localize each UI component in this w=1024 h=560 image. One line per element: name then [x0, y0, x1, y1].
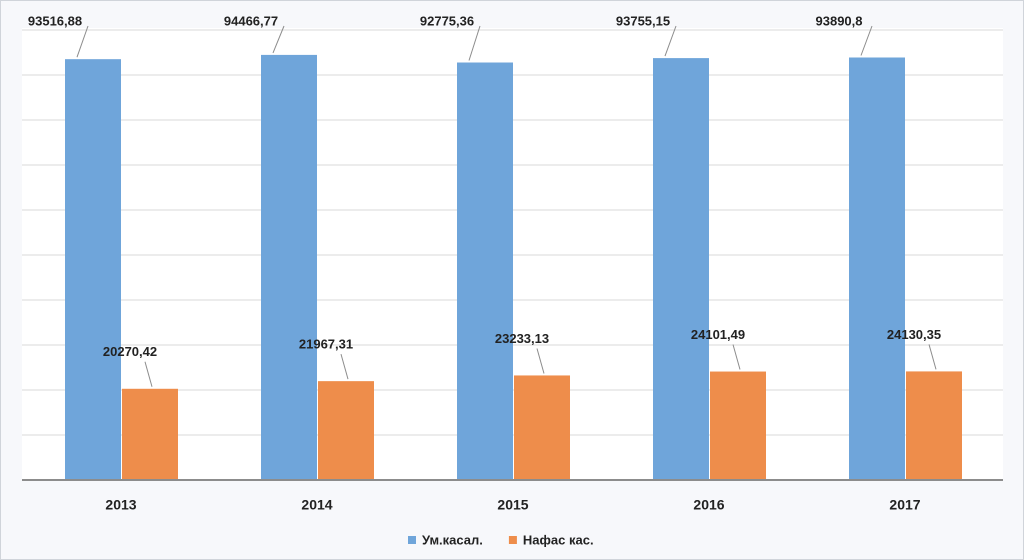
bar [710, 371, 766, 480]
data-label: 92775,36 [420, 13, 474, 28]
data-label: 93890,8 [816, 13, 863, 28]
leader-line [928, 344, 937, 370]
leader-line [536, 348, 545, 374]
leader-line [76, 25, 89, 58]
leader-line [664, 25, 677, 57]
leader-line [144, 361, 153, 387]
bar [318, 381, 374, 480]
bar [653, 58, 709, 480]
data-label: 20270,42 [103, 344, 157, 359]
leader-line [468, 25, 481, 61]
x-tick-label: 2015 [497, 497, 528, 513]
x-tick-label: 2013 [105, 497, 136, 513]
data-label: 23233,13 [495, 331, 549, 346]
bar [849, 57, 905, 481]
legend-swatch [508, 536, 517, 544]
x-tick-label: 2017 [889, 497, 920, 513]
data-label: 94466,77 [224, 13, 278, 28]
bar [261, 54, 317, 480]
bar [906, 371, 962, 480]
data-label: 24130,35 [887, 327, 941, 342]
bar [514, 375, 570, 480]
bar [122, 388, 178, 480]
leader-line [732, 344, 741, 370]
data-label: 24101,49 [691, 327, 745, 342]
x-tick-label: 2016 [693, 497, 724, 513]
data-label: 93755,15 [616, 13, 670, 28]
leader-line [860, 25, 873, 56]
data-label: 21967,31 [299, 337, 353, 352]
leader-line [340, 354, 349, 380]
legend-label: Ум.касал. [422, 532, 483, 547]
bar [65, 59, 121, 480]
data-label: 93516,88 [28, 13, 82, 28]
legend-swatch [408, 536, 416, 544]
legend-label: Нафас кас. [523, 532, 594, 547]
x-tick-label: 2014 [301, 497, 332, 513]
leader-line [272, 25, 285, 54]
bar [457, 62, 513, 481]
